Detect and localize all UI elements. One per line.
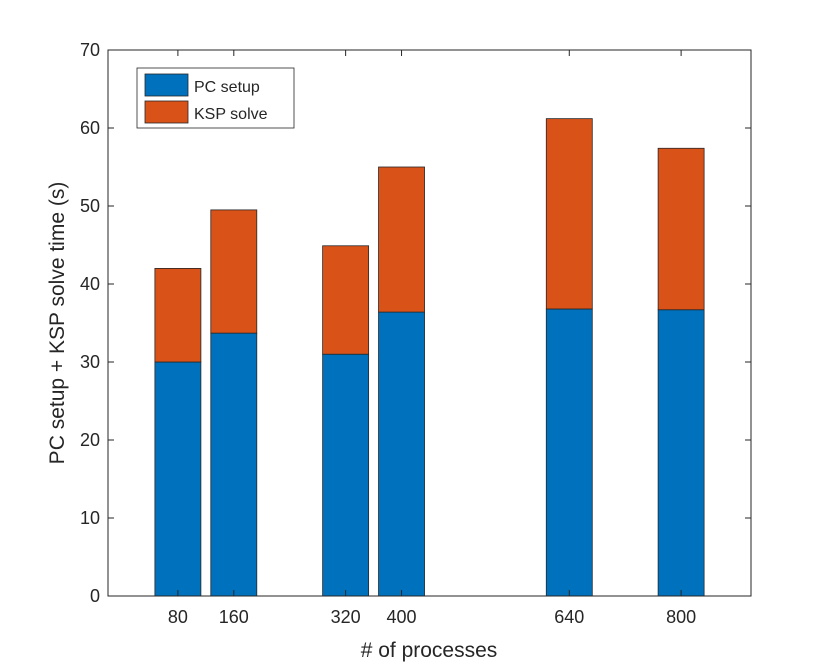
y-tick-label: 10	[80, 508, 100, 528]
bar-pc-setup-80	[154, 361, 202, 597]
legend-swatch-ksp-solve	[144, 100, 189, 124]
legend-label-ksp-solve: KSP solve	[194, 106, 268, 123]
bar-ksp-solve-80	[154, 267, 202, 363]
x-tick-label: 160	[219, 607, 249, 627]
x-tick-label: 400	[387, 607, 417, 627]
y-tick-label: 50	[80, 196, 100, 216]
bar-pc-setup-800	[657, 309, 705, 597]
x-tick-label: 80	[168, 607, 188, 627]
x-axis: 80 160 320 400 640 800	[168, 50, 696, 627]
legend-label-pc-setup: PC setup	[194, 79, 260, 96]
y-axis: 0 10 20 30 40 50 60 70	[80, 40, 751, 606]
bar-pc-setup-160	[210, 332, 258, 597]
legend-swatch-pc-setup	[144, 73, 189, 97]
x-axis-label: # of processes	[361, 639, 498, 662]
bar-ksp-solve-160	[210, 209, 258, 334]
y-tick-label: 30	[80, 352, 100, 372]
y-tick-label: 60	[80, 118, 100, 138]
x-tick-label: 640	[554, 607, 584, 627]
bar-pc-setup-640	[545, 308, 593, 597]
bar-pc-setup-400	[378, 311, 425, 597]
axes-background	[108, 50, 751, 596]
x-tick-label: 320	[331, 607, 361, 627]
bar-ksp-solve-320	[322, 245, 370, 355]
y-tick-label: 0	[90, 586, 100, 606]
y-tick-label: 70	[80, 40, 100, 60]
bar-ksp-solve-400	[378, 166, 425, 313]
legend: PC setup KSP solve	[136, 67, 295, 129]
axes-box	[107, 49, 752, 597]
y-tick-label: 40	[80, 274, 100, 294]
x-tick-label: 800	[666, 607, 696, 627]
bar-ksp-solve-800	[657, 147, 705, 311]
y-axis-label: PC setup + KSP solve time (s)	[46, 182, 69, 465]
y-tick-label: 20	[80, 430, 100, 450]
bar-pc-setup-320	[322, 353, 370, 597]
bar-ksp-solve-640	[545, 118, 593, 310]
bars-group	[154, 118, 705, 597]
